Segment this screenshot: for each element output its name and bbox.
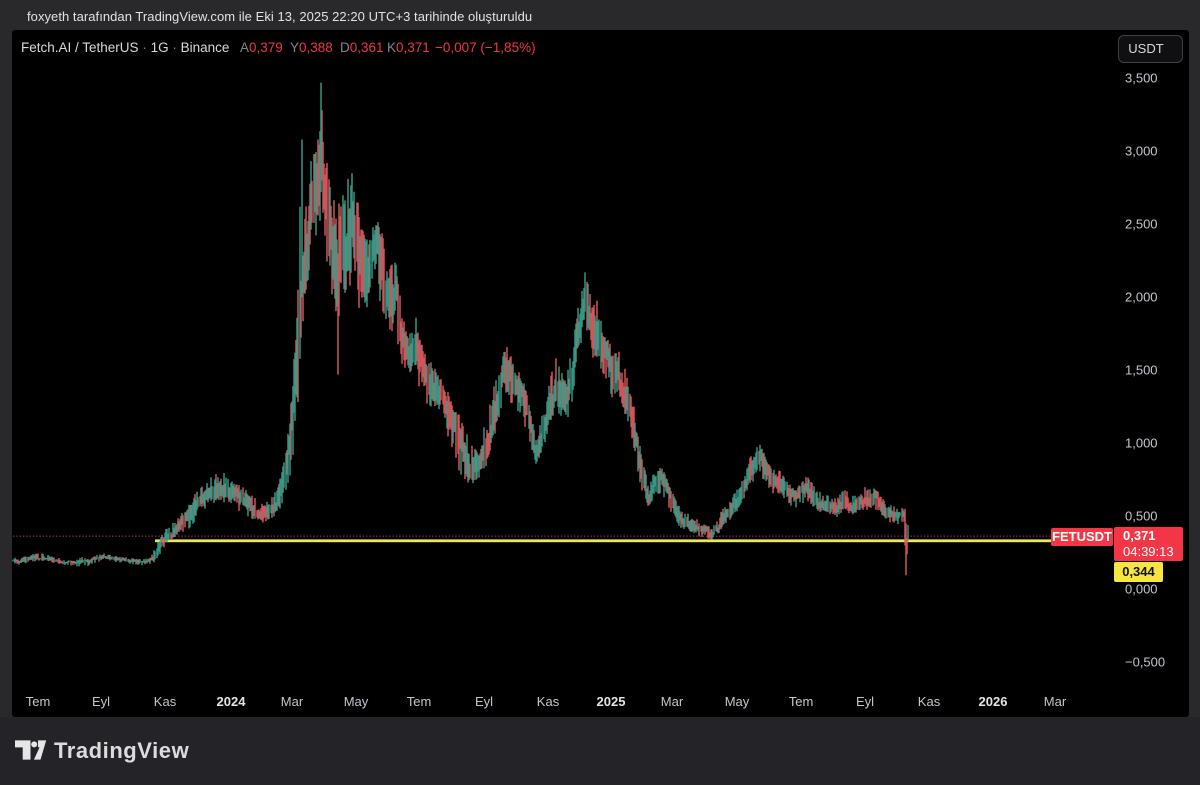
svg-text:0,500: 0,500 [1125,509,1158,524]
svg-text:0,000: 0,000 [1125,582,1158,597]
svg-text:2024: 2024 [217,694,247,709]
svg-text:Tem: Tem [789,694,814,709]
svg-text:2025: 2025 [597,694,626,709]
svg-text:2,500: 2,500 [1125,217,1158,232]
svg-text:3,000: 3,000 [1125,144,1158,159]
svg-text:Mar: Mar [661,694,684,709]
svg-text:Kas: Kas [537,694,560,709]
svg-text:−0,500: −0,500 [1125,655,1165,670]
svg-text:2,000: 2,000 [1125,290,1158,305]
svg-text:Eyl: Eyl [92,694,110,709]
svg-text:1,000: 1,000 [1125,436,1158,451]
svg-text:Eyl: Eyl [856,694,874,709]
svg-text:May: May [725,694,750,709]
svg-text:Tem: Tem [407,694,432,709]
svg-text:Eyl: Eyl [475,694,493,709]
svg-text:Kas: Kas [918,694,941,709]
svg-text:Mar: Mar [1044,694,1067,709]
svg-text:Kas: Kas [154,694,177,709]
svg-text:3,500: 3,500 [1125,71,1158,86]
svg-text:May: May [344,694,369,709]
svg-text:2026: 2026 [979,694,1008,709]
svg-text:Mar: Mar [281,694,304,709]
svg-text:1,500: 1,500 [1125,363,1158,378]
svg-text:Tem: Tem [26,694,51,709]
